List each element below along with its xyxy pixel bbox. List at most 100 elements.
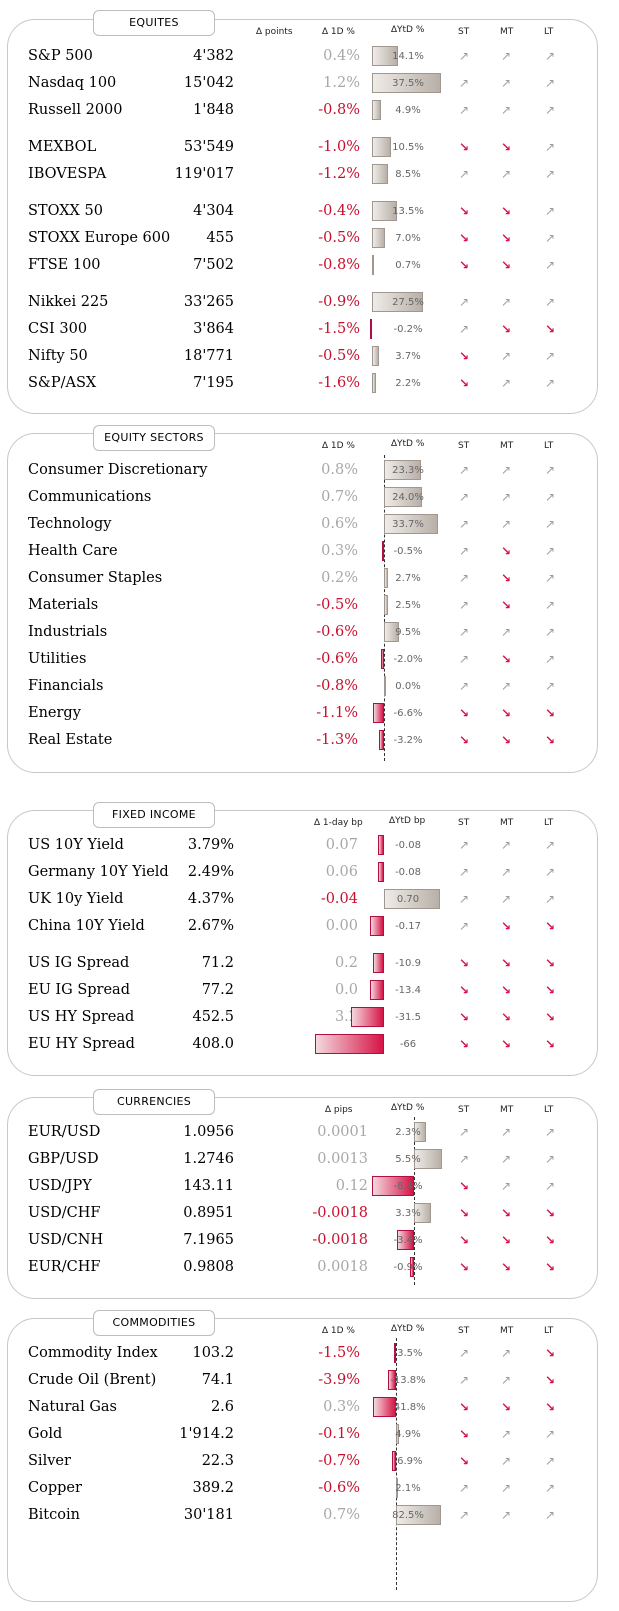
arrow-down-right-icon: ↘ [500,919,512,933]
arrow-down-right-icon: ↘ [458,1037,470,1051]
ytd-bar [409,1257,414,1277]
arrow-up-right-icon: ↗ [544,349,556,363]
row-change: -0.6% [318,1480,360,1496]
arrow-up-right-icon: ↗ [500,1346,512,1360]
table-row: EUR/CHF 0.9808 0.0018 -0.9% ↘ ↘ ↘ [0,1254,619,1281]
row-ytd-label: -6.9% [393,1456,423,1467]
row-ytd-label: -3.5% [393,1348,423,1359]
row-ytd-label: -0.17 [395,921,421,932]
row-level: 103.2 [192,1345,234,1361]
row-ytd-label: -0.08 [395,867,421,878]
row-level: 7.1965 [183,1232,234,1248]
row-name: Commodity Index [28,1345,158,1361]
ytd-bar [396,1505,442,1525]
arrow-up-right-icon: ↗ [458,322,470,336]
equities-header-points: ∆ points [256,27,293,37]
row-level: 3'864 [193,321,234,337]
ytd-bar [370,916,384,936]
arrow-up-right-icon: ↗ [544,652,556,666]
row-change: 0.12 [335,1178,368,1194]
arrow-down-right-icon: ↘ [500,204,512,218]
row-ytd-label: -3.4% [393,1235,423,1246]
row-ytd-label: 24.0% [392,492,424,503]
row-change: 0.07 [325,837,358,853]
row-name: Russell 2000 [28,102,123,118]
row-level: 33'265 [183,294,234,310]
row-name: Nifty 50 [28,348,88,364]
arrow-up-right-icon: ↗ [544,679,556,693]
row-level: 3.79% [187,837,234,853]
ytd-bar [372,255,374,275]
row-name: Financials [28,678,104,694]
row-change: -0.5% [318,348,360,364]
row-ytd-label: -8.4% [393,1181,423,1192]
arrow-up-right-icon: ↗ [458,652,470,666]
arrow-up-right-icon: ↗ [544,76,556,90]
ytd-bar [372,953,384,973]
ytd-bar [372,164,388,184]
row-name: Gold [28,1426,63,1442]
ytd-bar [384,676,386,696]
arrow-up-right-icon: ↗ [458,1346,470,1360]
row-ytd-label: 3.7% [395,351,421,362]
row-name: Natural Gas [28,1399,117,1415]
table-row: China 10Y Yield 2.67% 0.00 -0.17 ↗ ↘ ↘ [0,913,619,940]
row-level: 2.49% [187,864,234,880]
row-ytd-label: -0.08 [395,840,421,851]
arrow-up-right-icon: ↗ [458,679,470,693]
arrow-up-right-icon: ↗ [500,892,512,906]
table-row: Health Care 0.3% -0.5% ↗ ↘ ↗ [0,538,619,565]
arrow-down-right-icon: ↘ [544,1373,556,1387]
arrow-up-right-icon: ↗ [544,463,556,477]
arrow-up-right-icon: ↗ [458,1125,470,1139]
table-row: CSI 300 3'864 -1.5% -0.2% ↗ ↘ ↘ [0,316,619,343]
row-name: IBOVESPA [28,166,107,182]
row-name: Consumer Discretionary [28,462,208,478]
table-row: USD/CNH 7.1965 -0.0018 -3.4% ↘ ↘ ↘ [0,1227,619,1254]
ytd-bar [369,980,384,1000]
arrow-down-right-icon: ↘ [458,1454,470,1468]
arrow-up-right-icon: ↗ [458,838,470,852]
row-level: 30'181 [183,1507,234,1523]
ytd-bar [414,1122,426,1142]
arrow-up-right-icon: ↗ [500,625,512,639]
row-name: Nikkei 225 [28,294,109,310]
table-row: IBOVESPA 119'017 -1.2% 8.5% ↗ ↗ ↗ [0,161,619,188]
arrow-up-right-icon: ↗ [458,598,470,612]
equities-header-lt: LT [544,27,554,37]
ytd-bar [372,73,442,93]
fixed-income-header-1d: ∆ 1-day bp [314,818,363,828]
arrow-up-right-icon: ↗ [458,1481,470,1495]
arrow-up-right-icon: ↗ [500,1125,512,1139]
row-change: 0.0013 [317,1151,368,1167]
row-ytd-label: -6.6% [393,708,423,719]
ytd-bar [377,862,384,882]
row-name: S&P/ASX [28,375,97,391]
fixed-income-title: FIXED INCOME [93,802,215,828]
fixed-income-header-mt: MT [500,818,514,828]
arrow-down-right-icon: ↘ [544,1260,556,1274]
row-change: -1.6% [318,375,360,391]
ytd-bar [384,622,400,642]
row-level: 18'771 [183,348,234,364]
row-ytd-label: -66 [399,1039,417,1050]
fixed-income-panel [7,810,598,1076]
commodities-header-st: ST [458,1326,470,1336]
row-name: EU HY Spread [28,1036,135,1052]
sectors-panel [7,433,598,773]
sectors-header-ytd: ∆YtD % [391,439,425,449]
table-row: UK 10y Yield 4.37% -0.04 0.70 ↗ ↗ ↗ [0,886,619,913]
arrow-down-right-icon: ↘ [458,733,470,747]
arrow-up-right-icon: ↗ [458,463,470,477]
arrow-up-right-icon: ↗ [544,103,556,117]
row-ytd-label: 33.7% [392,519,424,530]
table-row: Real Estate -1.3% -3.2% ↘ ↘ ↘ [0,727,619,754]
table-row: Materials -0.5% 2.5% ↗ ↘ ↗ [0,592,619,619]
arrow-up-right-icon: ↗ [544,625,556,639]
arrow-up-right-icon: ↗ [500,76,512,90]
arrow-up-right-icon: ↗ [544,1508,556,1522]
arrow-up-right-icon: ↗ [544,1179,556,1193]
row-change: -0.04 [320,891,358,907]
row-ytd-label: -41.8% [390,1402,426,1413]
row-change: -0.6% [316,651,358,667]
